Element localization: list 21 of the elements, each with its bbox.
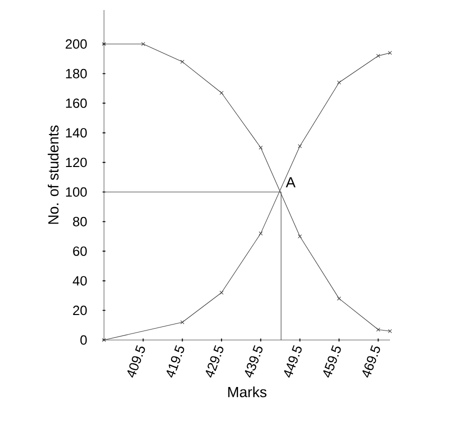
y-tick-label: 20 bbox=[73, 306, 87, 316]
annotation: A bbox=[286, 177, 296, 188]
y-tick-label: 120 bbox=[66, 158, 87, 168]
y-tick-label: 200 bbox=[66, 39, 87, 49]
y-tick-label: 60 bbox=[73, 246, 87, 256]
y-tick-label: 100 bbox=[66, 187, 87, 197]
y-tick-label: 0 bbox=[80, 335, 87, 345]
y-axis-title: No. of students bbox=[48, 126, 59, 224]
x-axis-title: Marks bbox=[228, 386, 266, 398]
y-tick-label: 160 bbox=[66, 98, 87, 108]
x-tick-label: 419.5 bbox=[166, 345, 184, 378]
x-tick-label: 469.5 bbox=[362, 345, 380, 378]
y-tick-label: 140 bbox=[66, 128, 87, 138]
x-tick-label: 449.5 bbox=[284, 345, 302, 378]
y-tick-label: 180 bbox=[66, 68, 87, 78]
x-tick-label: 439.5 bbox=[244, 345, 262, 378]
x-tick-label: 409.5 bbox=[127, 345, 145, 378]
y-tick-label: 80 bbox=[73, 216, 87, 226]
x-tick-label: 429.5 bbox=[206, 345, 224, 378]
y-tick-label: 40 bbox=[72, 276, 87, 286]
x-tick-label: 459.5 bbox=[323, 345, 341, 378]
